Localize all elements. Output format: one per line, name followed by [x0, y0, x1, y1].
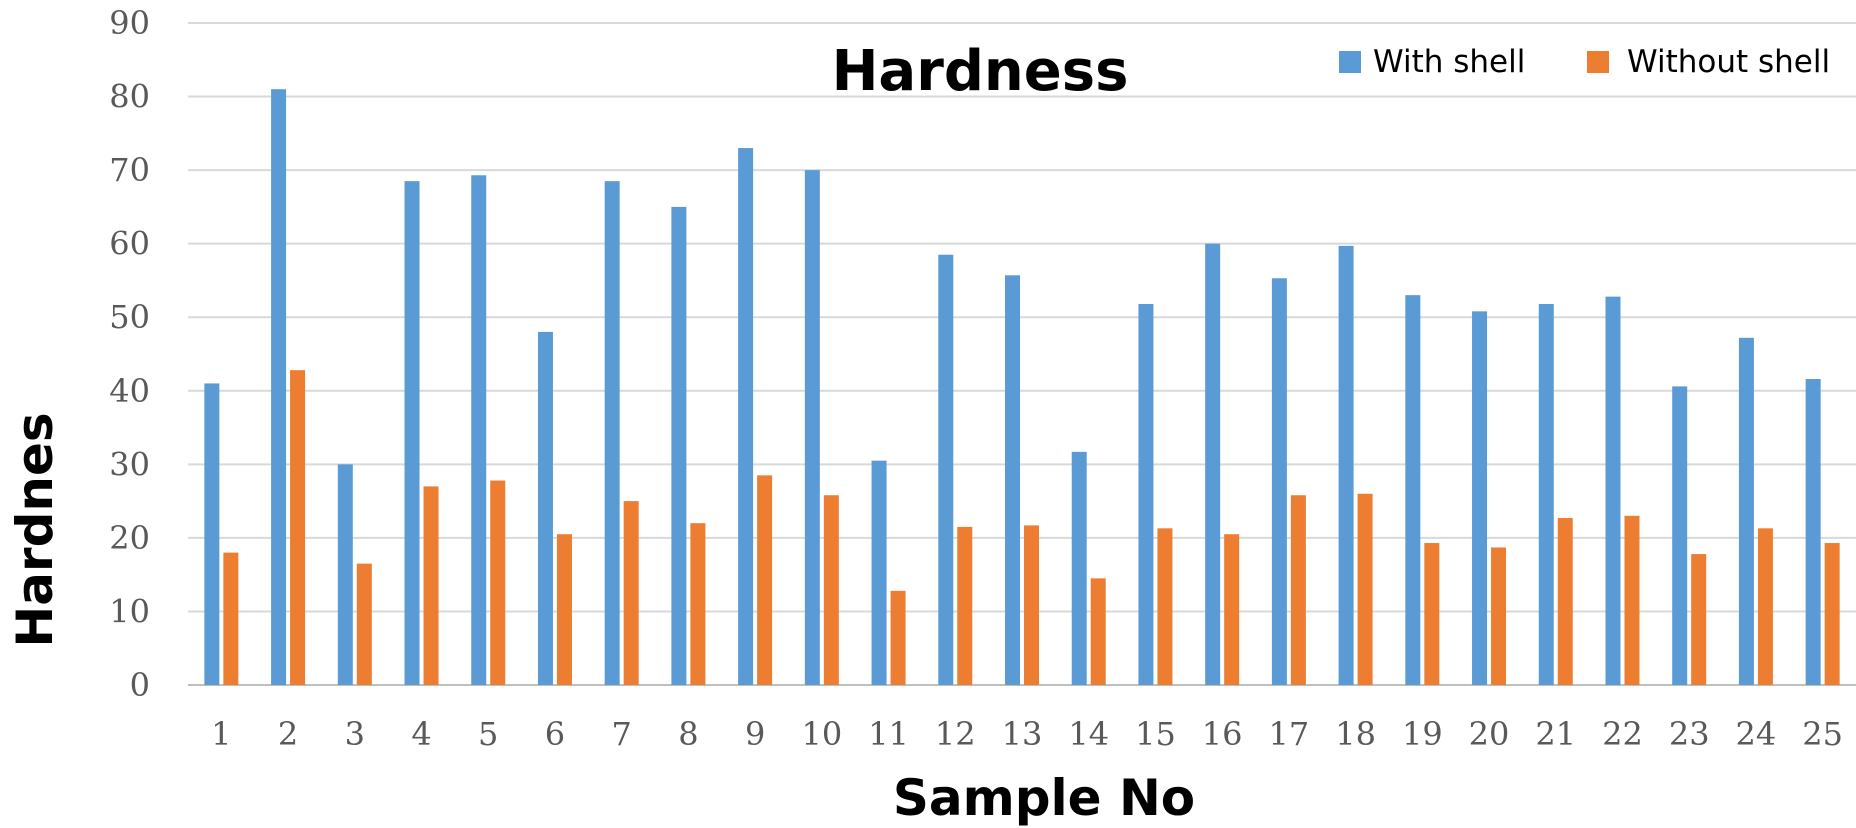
x-tick-label: 16 [1202, 715, 1243, 753]
bar-with-shell-1 [204, 383, 220, 685]
y-axis-title: Hardnes [6, 412, 64, 647]
y-tick-label: 50 [109, 298, 150, 336]
bar-without-shell-21 [1557, 518, 1573, 685]
bar-without-shell-1 [223, 552, 239, 685]
y-tick-label: 0 [130, 666, 150, 704]
bar-with-shell-16 [1205, 243, 1221, 685]
x-tick-label: 7 [612, 715, 632, 753]
x-tick-label: 11 [868, 715, 909, 753]
x-tick-label: 17 [1269, 715, 1310, 753]
bar-without-shell-12 [957, 526, 973, 685]
x-tick-label: 1 [211, 715, 231, 753]
x-tick-label: 12 [935, 715, 976, 753]
bar-without-shell-3 [356, 563, 372, 685]
x-tick-label: 8 [678, 715, 698, 753]
bar-with-shell-2 [271, 89, 287, 685]
y-tick-label: 70 [109, 151, 150, 189]
bar-without-shell-7 [623, 501, 639, 685]
x-tick-label: 6 [545, 715, 565, 753]
bar-with-shell-8 [671, 206, 687, 685]
bar-without-shell-11 [890, 590, 906, 685]
bar-with-shell-7 [604, 181, 620, 685]
x-tick-label: 21 [1535, 715, 1576, 753]
bar-with-shell-10 [804, 170, 820, 686]
bar-with-shell-6 [537, 331, 553, 685]
legend-swatch-with-shell [1339, 51, 1361, 73]
bar-with-shell-24 [1738, 337, 1754, 685]
bar-with-shell-11 [871, 460, 887, 685]
x-tick-label: 20 [1469, 715, 1510, 753]
x-tick-label: 25 [1802, 715, 1843, 753]
bar-without-shell-18 [1357, 493, 1373, 685]
x-tick-label: 23 [1669, 715, 1710, 753]
bar-without-shell-5 [490, 480, 506, 685]
y-tick-label: 90 [109, 4, 150, 42]
bar-with-shell-17 [1271, 278, 1287, 685]
bar-with-shell-4 [404, 181, 420, 685]
bars [204, 89, 1840, 686]
bar-without-shell-22 [1624, 515, 1640, 685]
x-tick-label: 14 [1068, 715, 1109, 753]
legend-label-with-shell: With shell [1373, 44, 1525, 80]
bar-without-shell-24 [1757, 528, 1773, 685]
y-tick-label: 80 [109, 78, 150, 116]
bar-without-shell-10 [823, 495, 839, 685]
x-tick-label: 24 [1736, 715, 1777, 753]
bar-with-shell-5 [471, 175, 487, 685]
bar-without-shell-6 [556, 534, 572, 685]
x-tick-label: 13 [1002, 715, 1043, 753]
y-tick-label: 20 [109, 519, 150, 557]
bar-without-shell-19 [1424, 543, 1440, 685]
bar-with-shell-22 [1605, 296, 1621, 685]
bar-without-shell-13 [1024, 525, 1039, 685]
y-tick-label: 40 [109, 372, 150, 410]
y-tick-label: 10 [109, 592, 150, 630]
x-tick-label: 9 [745, 715, 765, 753]
bar-with-shell-13 [1005, 275, 1020, 685]
bar-with-shell-9 [738, 148, 754, 686]
bar-without-shell-23 [1691, 554, 1707, 685]
gridlines [188, 22, 1856, 686]
bar-without-shell-2 [290, 370, 306, 685]
bar-with-shell-18 [1338, 245, 1354, 685]
bar-with-shell-3 [337, 464, 353, 685]
x-tick-labels: 1 2 3 4 5 6 7 8 9 10 11 12 13 14 15 16 17 18 19 20 21 22 23 24 2… [211, 715, 1843, 753]
legend: With shell Without shell [1339, 44, 1830, 80]
bar-without-shell-4 [423, 486, 439, 685]
bar-with-shell-21 [1538, 303, 1554, 685]
bar-with-shell-23 [1672, 386, 1688, 685]
x-tick-label: 18 [1335, 715, 1376, 753]
y-tick-label: 30 [109, 445, 150, 483]
x-tick-label: 4 [411, 715, 431, 753]
legend-swatch-without-shell [1587, 51, 1609, 73]
x-tick-label: 15 [1135, 715, 1176, 753]
bar-without-shell-14 [1090, 578, 1106, 685]
bar-without-shell-8 [690, 523, 706, 685]
x-tick-label: 10 [801, 715, 842, 753]
y-tick-labels: 0 10 20 30 40 50 60 70 80 90 [109, 4, 150, 704]
x-tick-label: 3 [345, 715, 365, 753]
x-tick-label: 5 [478, 715, 498, 753]
bar-with-shell-14 [1071, 451, 1087, 685]
bar-with-shell-12 [938, 254, 954, 685]
bar-without-shell-20 [1491, 547, 1507, 685]
bar-without-shell-16 [1224, 534, 1240, 685]
x-tick-label: 19 [1402, 715, 1443, 753]
x-tick-label: 22 [1602, 715, 1643, 753]
bar-without-shell-9 [757, 475, 773, 685]
bar-without-shell-25 [1824, 543, 1840, 685]
x-tick-label: 2 [278, 715, 298, 753]
chart-title: Hardness [832, 39, 1129, 104]
bar-with-shell-25 [1805, 379, 1821, 685]
bar-with-shell-19 [1405, 295, 1421, 685]
bar-with-shell-20 [1472, 311, 1488, 685]
y-tick-label: 60 [109, 225, 150, 263]
legend-label-without-shell: Without shell [1627, 44, 1830, 80]
bar-without-shell-17 [1290, 495, 1306, 685]
bar-with-shell-15 [1138, 303, 1154, 685]
x-axis-title: Sample No [893, 769, 1195, 827]
bar-without-shell-15 [1157, 528, 1173, 685]
